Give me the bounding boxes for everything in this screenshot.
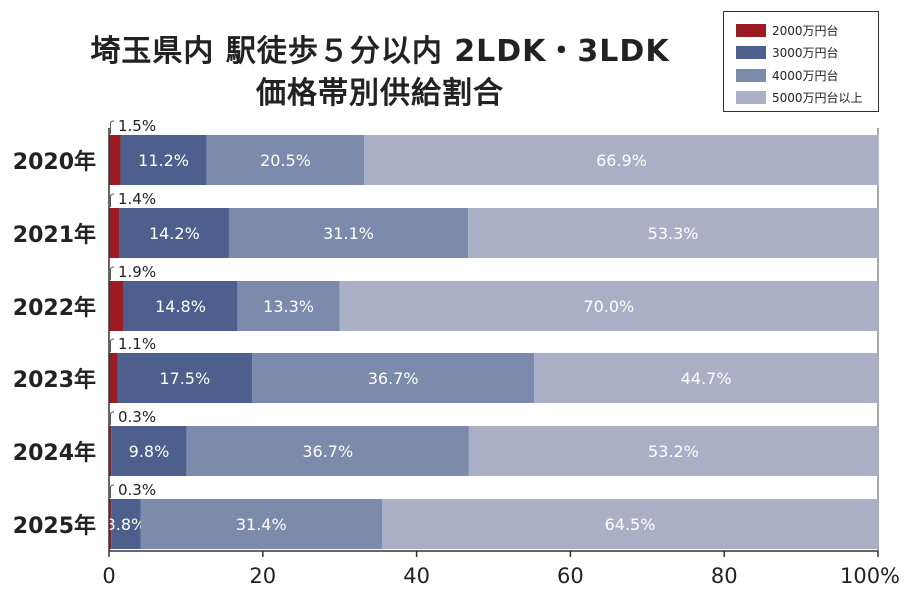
bar-segment	[364, 135, 879, 185]
category-label: 2022年	[13, 295, 96, 321]
legend-swatch	[736, 90, 766, 104]
x-tick-label: 80	[711, 564, 738, 588]
legend-label: 4000万円台	[772, 68, 839, 83]
legend-swatch	[736, 23, 766, 37]
x-tick-label: 20	[249, 564, 276, 588]
leader-line	[110, 411, 115, 425]
bar-segment	[206, 135, 365, 185]
data-label: 31.4%	[236, 515, 287, 534]
leader-line	[110, 484, 115, 498]
data-label: 66.9%	[596, 151, 647, 170]
leader-line	[110, 120, 115, 134]
chart-title-line2: 価格帯別供給割合	[256, 76, 504, 111]
legend-item-3000: 3000万円台	[736, 44, 839, 60]
bar-segment	[111, 499, 141, 549]
x-tick-label: 40	[403, 564, 430, 588]
x-tick-label: 100%	[840, 564, 900, 588]
bar-segment	[468, 208, 878, 258]
legend-label: 3000万円台	[772, 45, 839, 60]
leader-line	[110, 266, 115, 280]
chart-title-line1: 埼玉県内 駅徒歩５分以内 2LDK・3LDK	[90, 34, 670, 69]
data-label: 53.2%	[648, 442, 699, 461]
category-label: 2025年	[13, 513, 96, 539]
x-tick-label: 60	[557, 564, 584, 588]
category-label: 2024年	[13, 440, 96, 466]
legend-label: 5000万円台以上	[772, 90, 863, 105]
bar-segment	[534, 353, 878, 403]
bar-segment	[339, 281, 878, 331]
bar-segment	[109, 426, 112, 476]
bar-segment	[186, 426, 469, 476]
data-label: 64.5%	[605, 515, 656, 534]
data-label: 36.7%	[302, 442, 353, 461]
x-tick-label: 0	[102, 564, 115, 588]
data-label: 14.8%	[155, 297, 206, 316]
category-label: 2020年	[13, 149, 96, 175]
data-label: 1.4%	[118, 190, 156, 208]
bar-segment	[252, 353, 535, 403]
bar-segment	[123, 281, 238, 331]
data-label: 70.0%	[583, 297, 634, 316]
bar-segment	[109, 281, 124, 331]
data-label: 36.7%	[368, 369, 419, 388]
data-label: 1.1%	[118, 335, 156, 353]
data-label: 44.7%	[681, 369, 732, 388]
category-label: 2023年	[13, 367, 96, 393]
bar-segment	[117, 353, 253, 403]
data-label: 53.3%	[648, 224, 699, 243]
bar-segment	[228, 208, 469, 258]
leader-line	[110, 193, 115, 207]
bar-segment	[237, 281, 340, 331]
bar-segment	[140, 499, 382, 549]
data-label: 9.8%	[129, 442, 170, 461]
bar-segment	[109, 353, 118, 403]
data-label: 11.2%	[138, 151, 189, 170]
data-label: 13.3%	[263, 297, 314, 316]
legend-swatch	[736, 45, 766, 59]
data-label: 31.1%	[323, 224, 374, 243]
legend-item-4000: 4000万円台	[736, 67, 839, 83]
data-label: 3.8%	[106, 515, 147, 534]
data-label: 14.2%	[149, 224, 200, 243]
bar-segment	[120, 135, 207, 185]
data-label: 1.9%	[118, 263, 156, 281]
category-label: 2021年	[13, 222, 96, 248]
legend-item-2000: 2000万円台	[736, 22, 839, 38]
legend-label: 2000万円台	[772, 23, 839, 38]
bar-segment	[109, 135, 121, 185]
bar-segment	[109, 499, 112, 549]
bar-segment	[381, 499, 878, 549]
data-label: 1.5%	[118, 117, 156, 135]
legend-item-5000-plus: 5000万円台以上	[736, 89, 863, 105]
legend-swatch	[736, 68, 766, 82]
bar-segment	[109, 208, 120, 258]
data-label: 0.3%	[118, 408, 156, 426]
bar-segment	[111, 426, 187, 476]
data-label: 20.5%	[260, 151, 311, 170]
data-label: 0.3%	[118, 481, 156, 499]
leader-line	[110, 338, 115, 352]
bar-segment	[119, 208, 229, 258]
bar-segment	[468, 426, 878, 476]
data-label: 17.5%	[159, 369, 210, 388]
legend: 2000万円台 3000万円台 4000万円台 5000万円台以上	[723, 11, 879, 112]
